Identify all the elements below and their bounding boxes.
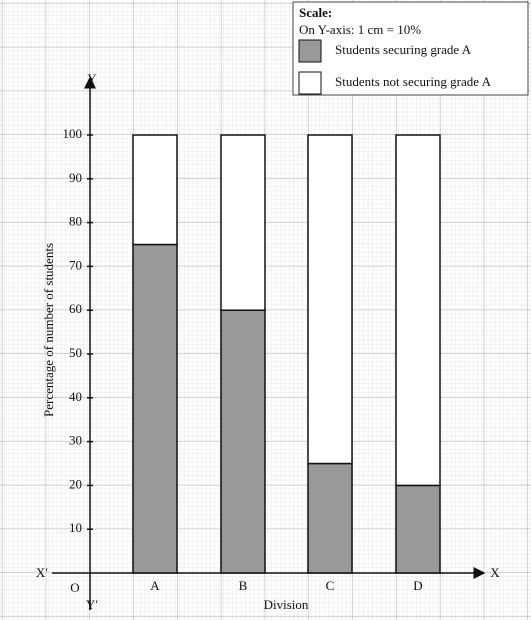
y-tick-label: 60 xyxy=(69,301,82,316)
x-neg-marker: X′ xyxy=(36,565,48,580)
y-tick-label: 50 xyxy=(69,345,82,360)
legend-swatch xyxy=(298,71,322,95)
bar-segment xyxy=(307,134,353,465)
y-neg-marker: Y′ xyxy=(86,597,98,612)
y-tick-label: 10 xyxy=(69,520,82,535)
bar-segment xyxy=(395,134,441,487)
bar-segment xyxy=(395,484,441,574)
x-axis-label: Division xyxy=(264,597,309,612)
y-tick-label: 70 xyxy=(69,257,82,272)
x-tick-label: B xyxy=(239,578,248,593)
legend-label: Students securing grade A xyxy=(335,42,472,57)
x-tick-label: A xyxy=(150,578,160,593)
y-tick-label: 100 xyxy=(63,126,83,141)
bar-segment xyxy=(220,134,266,311)
y-marker: Y xyxy=(87,71,97,86)
bar-segment xyxy=(132,243,178,574)
scale-note: On Y-axis: 1 cm = 10% xyxy=(299,22,421,37)
legend-box xyxy=(292,1,529,96)
y-tick-label: 30 xyxy=(69,433,82,448)
y-tick-label: 20 xyxy=(69,476,82,491)
bar-segment xyxy=(132,134,178,246)
x-tick-label: D xyxy=(413,578,422,593)
x-tick-label: C xyxy=(326,578,335,593)
bar-segment xyxy=(220,309,266,574)
legend-label: Students not securing grade A xyxy=(335,74,492,89)
y-tick-label: 40 xyxy=(69,389,82,404)
scale-title: Scale: xyxy=(299,5,332,20)
legend-swatch xyxy=(298,39,322,63)
y-tick-label: 80 xyxy=(69,214,82,229)
y-axis-label: Percentage of number of students xyxy=(41,243,56,417)
y-tick-label: 90 xyxy=(69,170,82,185)
origin-marker: O xyxy=(70,580,79,595)
bar-segment xyxy=(307,462,353,574)
x-marker: X xyxy=(490,565,500,580)
